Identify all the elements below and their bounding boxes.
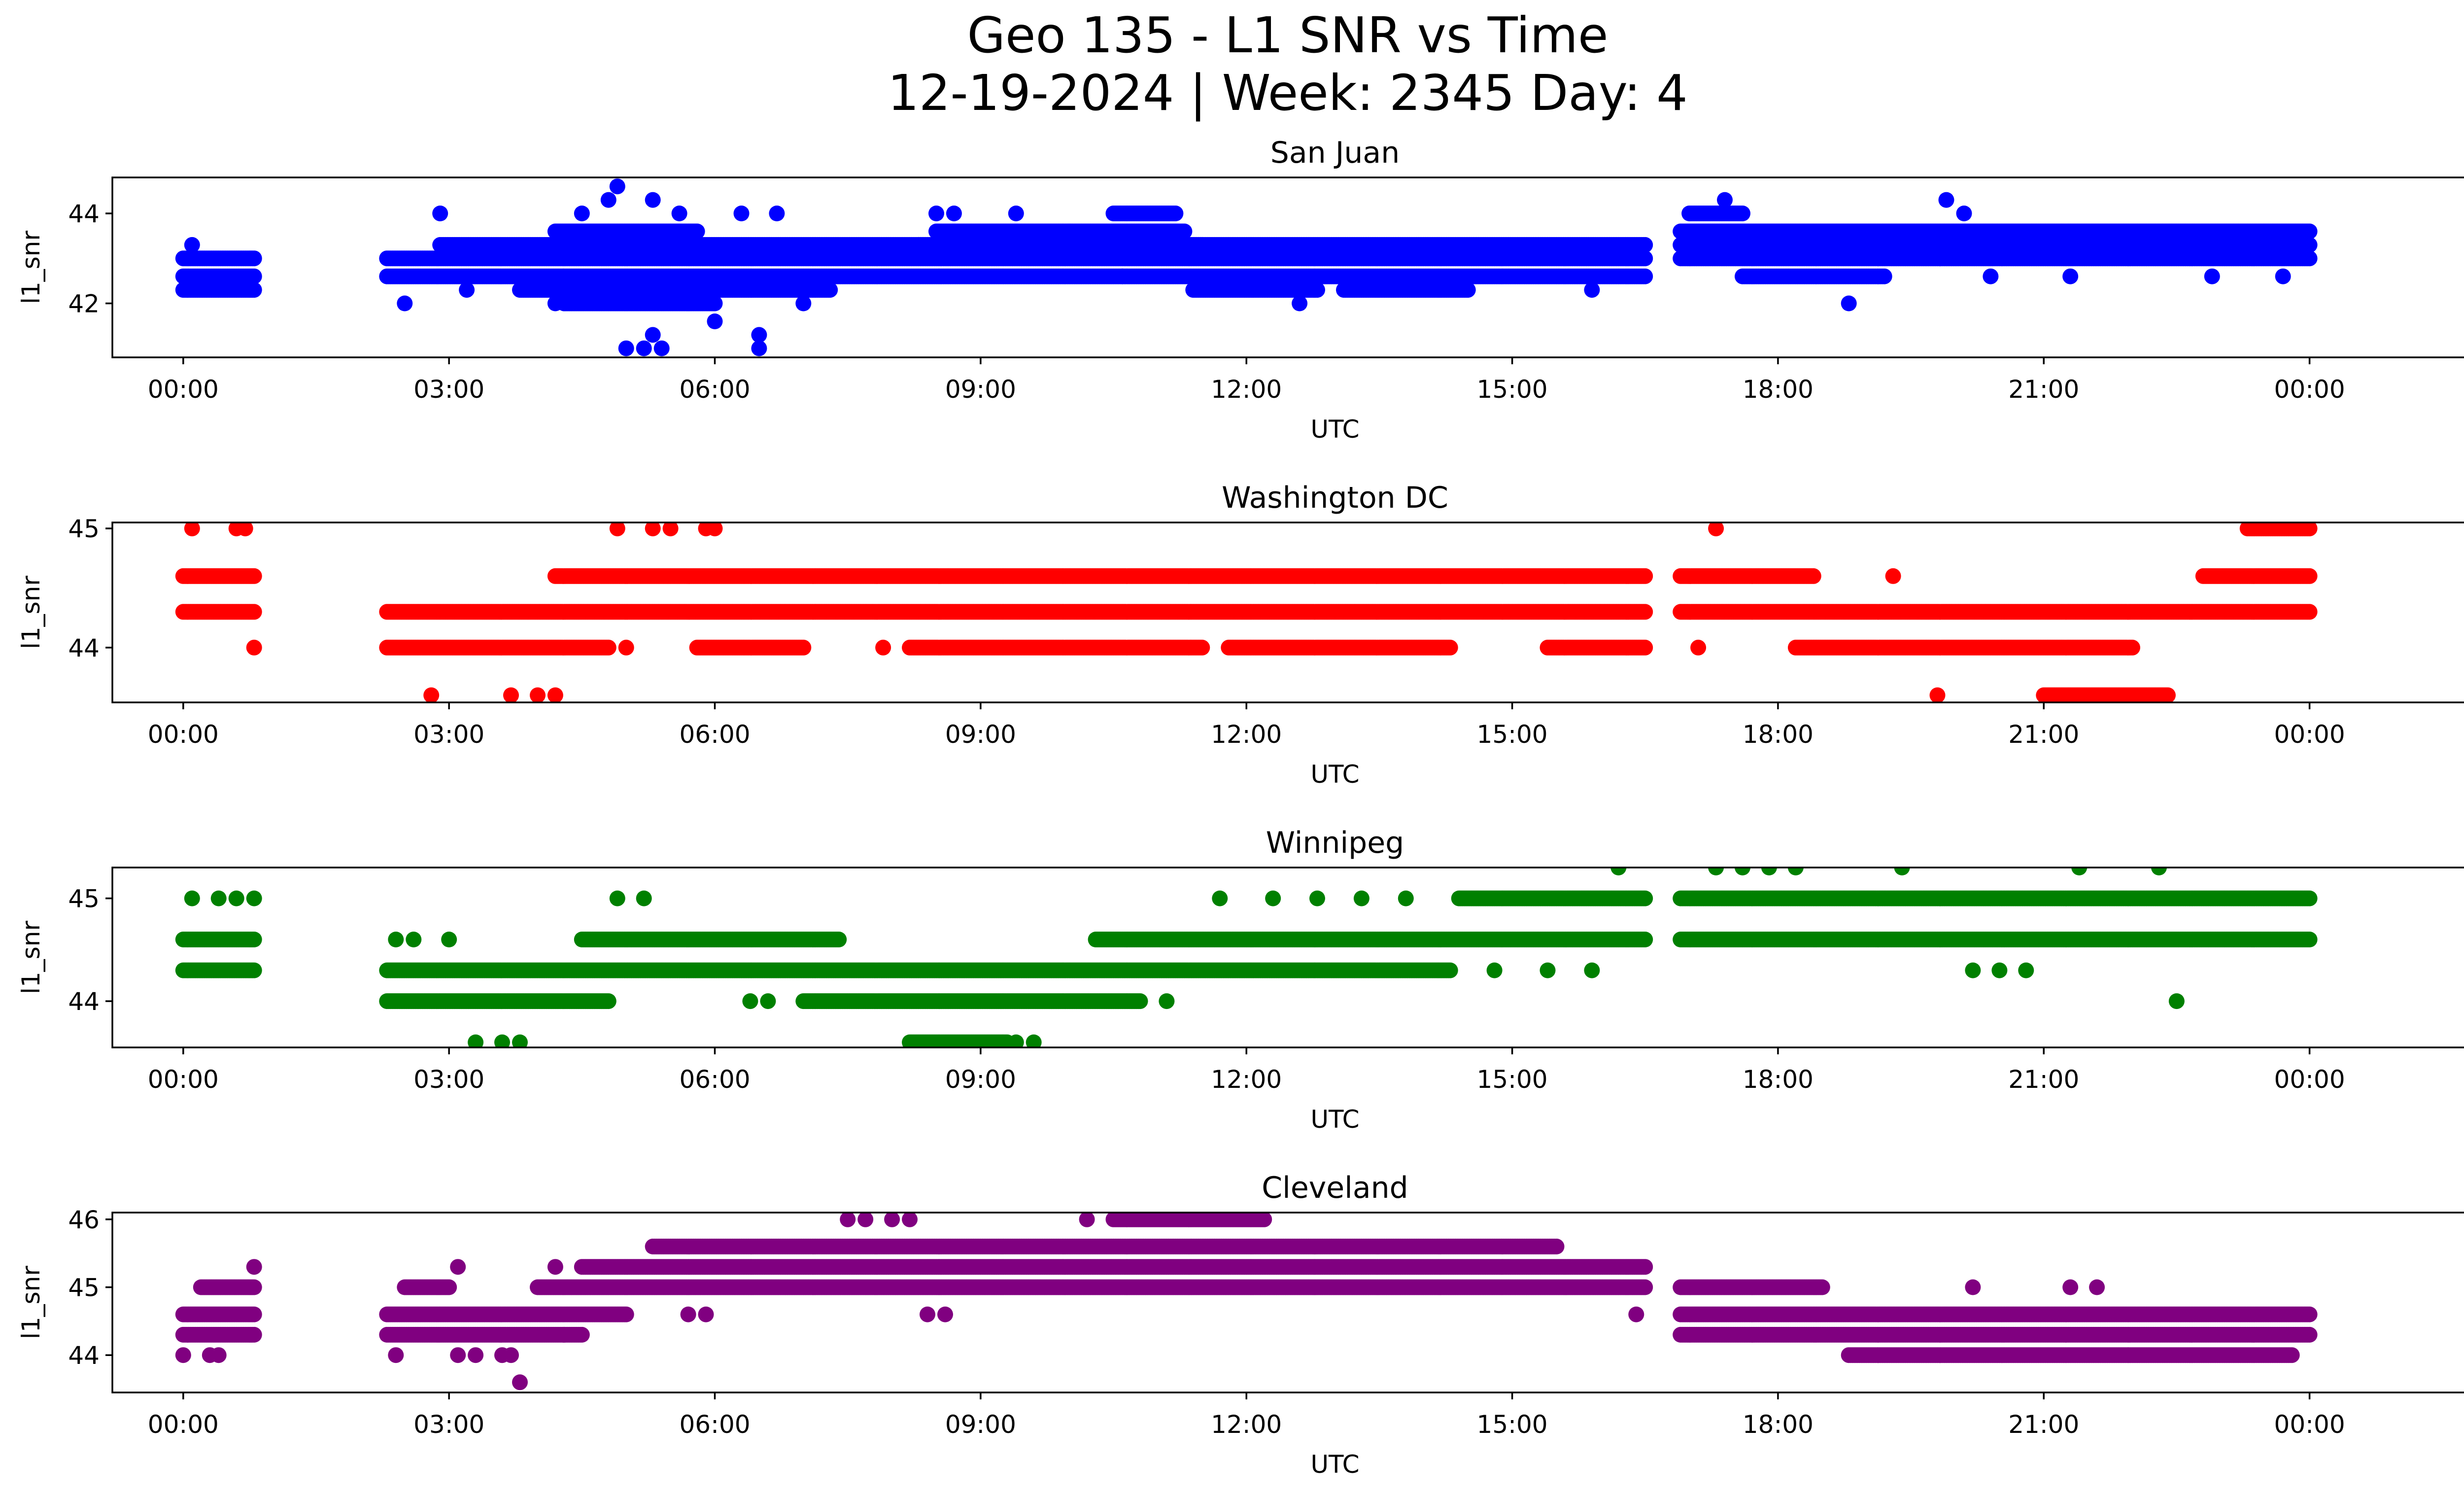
data-point — [1584, 282, 1600, 298]
scatter-series — [175, 522, 2318, 702]
data-point — [246, 568, 262, 584]
data-point — [1008, 206, 1024, 221]
data-point — [689, 223, 705, 240]
data-point — [1114, 268, 1130, 284]
panel-san-juan: 00:00 03:00 06:00 09:00 12:00 15:00 18:00 21:00… — [17, 136, 2464, 444]
data-point — [707, 313, 723, 329]
x-tick-label: 12:00 — [1211, 375, 1282, 404]
scatter-series — [175, 178, 2318, 356]
data-point — [751, 340, 767, 356]
x-tick-label: 21:00 — [2008, 375, 2079, 404]
data-point — [1176, 223, 1193, 240]
x-tick-label: 18:00 — [1743, 375, 1814, 404]
panel-washington-dc: 00:00 03:00 06:00 09:00 12:00 15:00 18:00 21:00… — [17, 481, 2464, 789]
data-point — [574, 206, 590, 221]
data-point — [2062, 268, 2079, 284]
data-point — [246, 604, 262, 620]
data-point — [609, 178, 625, 195]
figure-title-line1: Geo 135 - L1 SNR vs Time — [967, 6, 1608, 64]
data-point — [184, 237, 200, 253]
data-point — [2204, 268, 2220, 284]
data-point — [1983, 268, 1999, 284]
x-tick-label: 06:00 — [679, 375, 750, 404]
data-point — [707, 295, 723, 312]
data-point — [2275, 268, 2291, 284]
data-point — [733, 206, 750, 221]
figure-title-line2: 12-19-2024 | Week: 2345 Day: 4 — [888, 64, 1688, 122]
data-point — [1309, 282, 1325, 298]
data-point — [671, 206, 687, 221]
data-point — [2301, 223, 2318, 240]
data-point — [645, 192, 661, 208]
data-point — [1637, 237, 1653, 253]
data-point — [1637, 250, 1653, 267]
data-point — [459, 282, 475, 298]
data-point — [246, 250, 262, 267]
y-tick-label: 42 — [68, 290, 100, 318]
data-point — [1717, 192, 1733, 208]
y-axis-label: l1_snr — [17, 231, 45, 304]
axes-frame — [111, 176, 2464, 358]
data-point — [636, 340, 652, 356]
data-point — [1017, 237, 1033, 253]
y-tick-label: 44 — [68, 200, 100, 228]
x-tick-label: 00:00 — [2274, 375, 2345, 404]
x-tick-label: 00:00 — [148, 375, 219, 404]
data-point — [397, 295, 413, 312]
data-point — [946, 206, 962, 221]
data-point — [2301, 237, 2318, 253]
data-point — [1735, 206, 1750, 221]
data-point — [1876, 268, 1892, 284]
data-point — [928, 206, 944, 221]
data-point — [618, 340, 634, 356]
data-point — [645, 327, 661, 343]
data-point — [246, 268, 262, 284]
data-point — [547, 295, 563, 312]
data-point — [751, 327, 767, 343]
data-point — [246, 282, 262, 298]
data-point — [1938, 192, 1954, 208]
data-point — [1292, 295, 1308, 312]
data-point — [822, 282, 838, 298]
data-point — [600, 192, 616, 208]
data-point — [795, 295, 812, 312]
x-axis-label: UTC — [1310, 415, 1359, 444]
data-point — [1841, 295, 1857, 312]
data-point — [1167, 206, 1184, 221]
x-tick-label: 09:00 — [945, 375, 1016, 404]
data-point — [1637, 268, 1653, 284]
data-point — [1956, 206, 1972, 221]
x-tick-label: 03:00 — [413, 375, 484, 404]
data-point — [653, 340, 670, 356]
data-point — [1460, 282, 1476, 298]
data-point — [1194, 237, 1210, 253]
x-tick-label: 15:00 — [1477, 375, 1548, 404]
data-point — [432, 206, 448, 221]
panel-title: San Juan — [1270, 136, 1400, 170]
data-point — [769, 206, 785, 221]
data-point — [2301, 250, 2318, 267]
